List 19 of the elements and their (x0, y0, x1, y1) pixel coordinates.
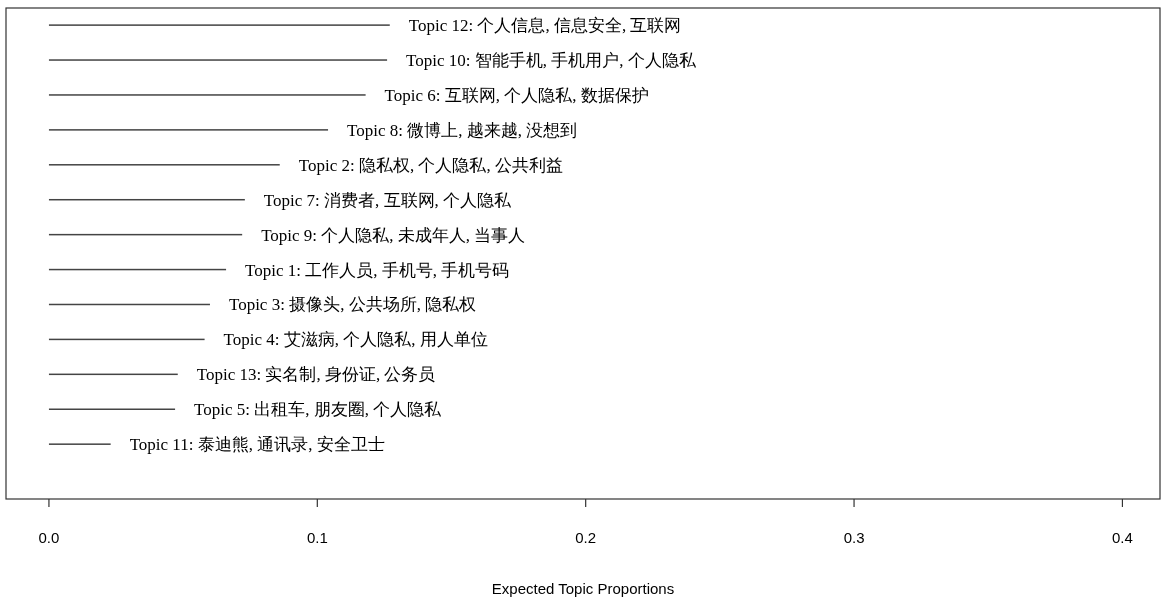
x-tick-label: 0.3 (843, 529, 865, 546)
y-tick-label: Topic 4: 艾滋病, 个人隐私, 用人单位 (223, 330, 488, 350)
y-tick-label: Topic 2: 隐私权, 个人隐私, 公共利益 (298, 155, 563, 175)
y-tick-label: Topic 7: 消费者, 互联网, 个人隐私 (263, 190, 513, 210)
y-tick-label: Topic 13: 实名制, 身份证, 公务员 (196, 365, 436, 385)
y-tick-label: Topic 9: 个人隐私, 未成年人, 当事人 (261, 225, 526, 245)
y-tick-label: Topic 5: 出租车, 朋友圈, 个人隐私 (194, 400, 443, 420)
y-tick-label: Topic 8: 微博上, 越来越, 没想到 (347, 120, 578, 140)
y-tick-label: Topic 6: 互联网, 个人隐私, 数据保护 (384, 85, 649, 105)
y-tick-label: Topic 1: 工作人员, 手机号, 手机号码 (245, 260, 510, 280)
x-tick-label: 0.1 (306, 529, 328, 546)
y-tick-label: Topic 10: 智能手机, 手机用户, 个人隐私 (406, 51, 697, 71)
y-tick-label: Topic 12: 个人信息, 信息安全, 互联网 (408, 16, 682, 36)
x-tick-label: 0.4 (1112, 529, 1133, 546)
y-tick-label: Topic 11: 泰迪熊, 通讯录, 安全卫士 (129, 435, 385, 455)
x-axis-title: Expected Topic Proportions (491, 580, 675, 597)
y-tick-label: Topic 3: 摄像头, 公共场所, 隐私权 (228, 295, 477, 315)
x-tick-label: 0.2 (575, 529, 597, 546)
x-tick-label: 0.0 (38, 529, 60, 546)
